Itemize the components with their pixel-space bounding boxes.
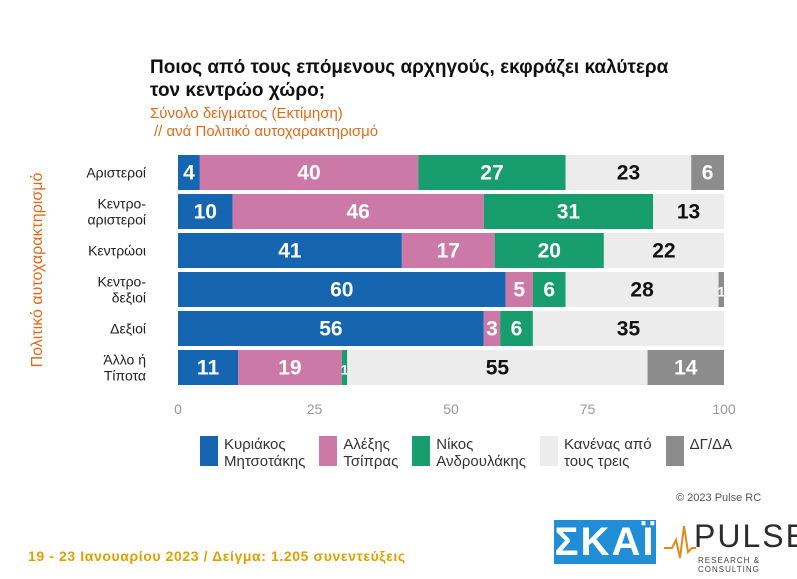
data-label: 41 [278, 240, 302, 263]
bar-segment [505, 272, 533, 307]
data-label: 5 [513, 279, 525, 302]
category-label: αριστεροί [88, 212, 146, 228]
bar-segment [532, 272, 566, 307]
data-label: 17 [437, 240, 460, 263]
category-label: Κεντρώοι [88, 243, 146, 259]
legend-label: ΔΓ/ΔΑ [689, 436, 733, 453]
legend-item: Αλέξης Τσίπρας [319, 436, 398, 470]
category-label: Τίποτα [104, 368, 146, 384]
chart-title: Ποιος από τους επόμενους αρχηγούς, εκφρά… [150, 57, 669, 101]
skai-logo: ΣΚΑΪ [554, 520, 656, 564]
bar-segment [178, 272, 506, 307]
pulse-wordmark: PULSE [694, 518, 797, 554]
data-label: 23 [617, 162, 640, 185]
data-label: 27 [480, 162, 503, 185]
bar-segment [532, 311, 724, 346]
legend-label: Αλέξης Τσίπρας [343, 436, 399, 470]
bar-segment [500, 311, 533, 346]
x-tick-label: 100 [712, 401, 736, 417]
x-tick-label: 50 [443, 401, 459, 417]
legend-label: Κανένας από τους τρεις [563, 436, 652, 470]
bar-segment [494, 233, 604, 268]
data-label: 6 [702, 162, 714, 185]
pulse-subtitle: RESEARCH & CONSULTING [698, 556, 761, 574]
legend-swatch [412, 436, 431, 466]
data-label: 46 [347, 201, 370, 224]
bar-segment [565, 272, 719, 307]
legend-item: Νίκος Ανδρουλάκης [412, 436, 526, 470]
pulse-logo: PULSE RESEARCH & CONSULTING [664, 518, 797, 574]
x-tick-label: 25 [307, 401, 323, 417]
legend-swatch [200, 436, 218, 466]
x-axis-ticks: 0 25 50 75 100 [174, 401, 736, 417]
legend-label: Νίκος Ανδρουλάκης [436, 436, 526, 470]
x-tick-label: 0 [174, 401, 182, 417]
bar-segment [178, 233, 402, 268]
pulse-wave-icon [664, 525, 696, 559]
data-label: 55 [486, 357, 510, 380]
chart-subtitle: Σύνολο δείγματος (Εκτίμηση) [150, 105, 343, 122]
legend-item: ΔΓ/ΔΑ [665, 436, 733, 470]
bar-segment [603, 233, 724, 268]
category-label: Άλλο ή [103, 352, 146, 368]
legend-item: Κυριάκος Μητσοτάκης [200, 436, 305, 470]
bar-segment [483, 311, 501, 346]
data-label: 35 [617, 318, 641, 341]
bar-segment [199, 155, 419, 190]
bar-segment [232, 194, 484, 229]
category-labels: Αριστεροί Κεντρο-αριστεροί Κεντρώοι Κεντρο-… [86, 165, 146, 384]
category-label: Αριστεροί [86, 165, 146, 181]
data-label: 56 [319, 318, 342, 341]
chart-subtitle-2: // ανά Πολιτικό αυτοχαρακτηρισμό [154, 123, 379, 140]
bar-segment [401, 233, 495, 268]
bar-segment [653, 194, 724, 229]
legend-label: Κυριάκος Μητσοτάκης [224, 436, 306, 470]
x-tick-label: 75 [580, 401, 596, 417]
bar-segment [418, 155, 566, 190]
data-label: 13 [677, 201, 700, 224]
data-label: 19 [278, 357, 301, 380]
bar-segment [718, 272, 724, 307]
bar-segment [178, 311, 484, 346]
data-label: 14 [674, 357, 698, 380]
legend: Κυριάκος Μητσοτάκης Αλέξης Τσίπρας Νίκος Α… [200, 436, 732, 470]
data-label: 6 [511, 318, 523, 341]
legend-swatch [665, 436, 684, 466]
data-label: 1 [717, 284, 725, 300]
data-label: 28 [630, 279, 654, 302]
bar-segment [178, 155, 200, 190]
bar-segment [341, 350, 348, 385]
category-label: Κεντρο- [97, 274, 146, 290]
data-label: 10 [194, 201, 217, 224]
legend-swatch [319, 436, 338, 466]
category-label: Κεντρο- [97, 196, 146, 212]
data-label: 22 [652, 240, 675, 263]
bar-segment [347, 350, 648, 385]
category-label: Δεξιοί [110, 321, 146, 337]
data-label: 60 [330, 279, 353, 302]
bar-segment [691, 155, 724, 190]
data-label: 11 [197, 357, 220, 380]
data-label: 3 [486, 318, 498, 341]
bar-segment [647, 350, 724, 385]
copyright: © 2023 Pulse RC [676, 492, 762, 504]
bar-segment [178, 194, 233, 229]
data-label: 40 [297, 162, 320, 185]
bar-segment [178, 350, 239, 385]
bar-segment [238, 350, 342, 385]
legend-swatch [539, 436, 558, 466]
data-label: 20 [538, 240, 561, 263]
footer-note: 19 - 23 Ιανουαρίου 2023 / Δείγμα: 1.205 … [28, 548, 406, 564]
legend-item: Κανένας από τους τρεις [539, 436, 652, 470]
data-label: 1 [341, 362, 349, 378]
category-label: δεξιοί [112, 290, 146, 306]
bar-segment [483, 194, 654, 229]
data-label: 4 [183, 162, 195, 185]
data-label: 31 [557, 201, 581, 224]
bar-segment [565, 155, 692, 190]
data-label: 6 [543, 279, 555, 302]
